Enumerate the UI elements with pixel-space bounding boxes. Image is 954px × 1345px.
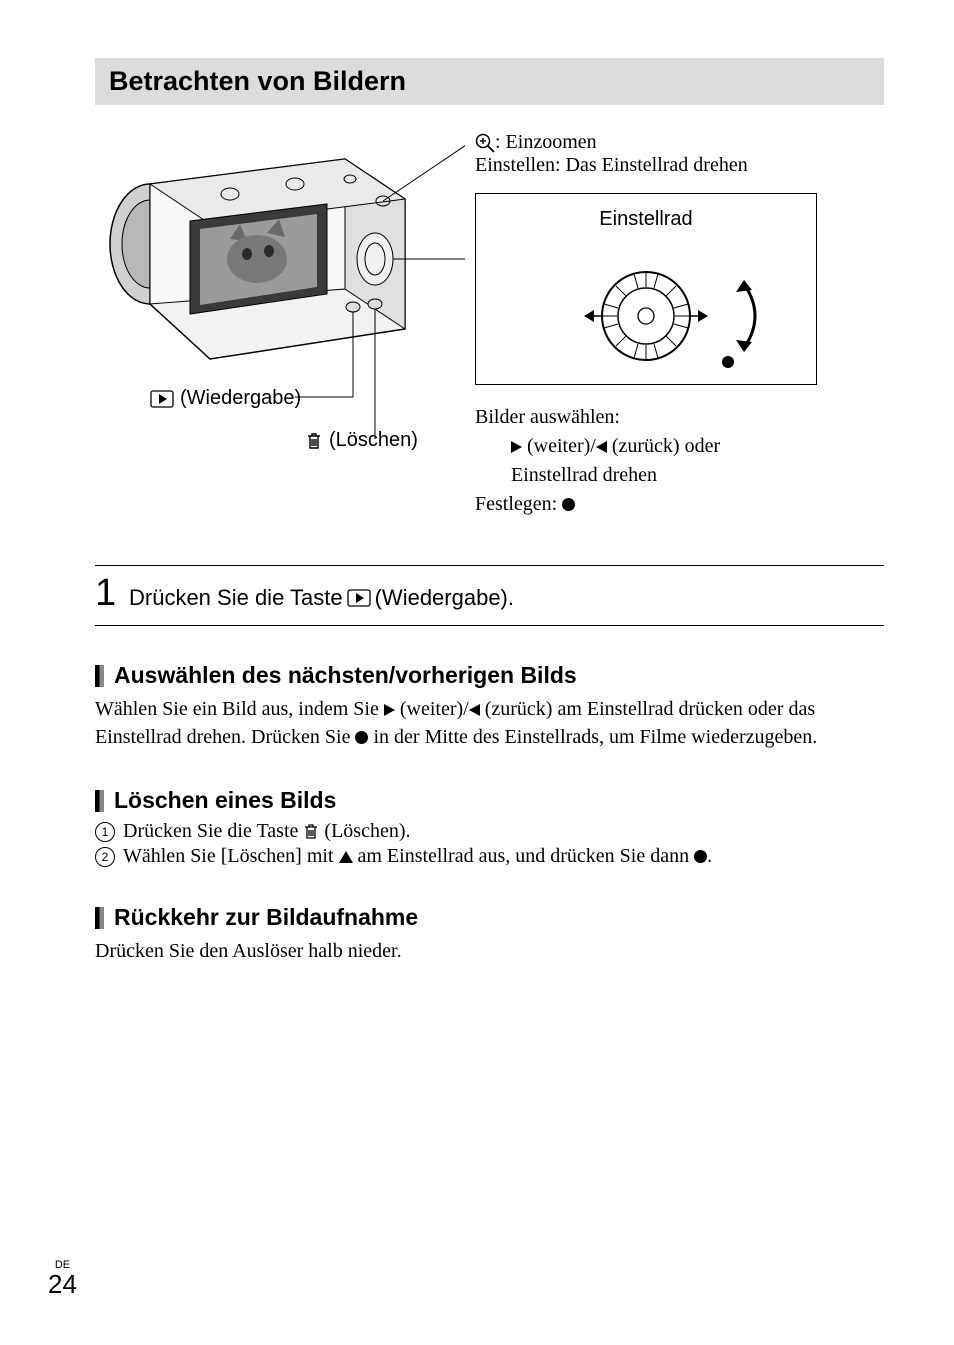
sec1-p1a: Wählen Sie ein Bild aus, indem Sie [95,698,384,720]
set-label: Festlegen: [475,493,562,515]
step-1: 1 Drücken Sie die Taste (Wiedergabe). [95,566,884,626]
d2c: . [707,845,712,867]
trash-icon [303,823,319,841]
d1a: Drücken Sie die Taste [123,820,303,842]
sec1-paragraph: Wählen Sie ein Bild aus, indem Sie (weit… [95,695,884,751]
sec1-p1b: (weiter)/ [395,698,469,720]
diagram-right-column: : Einzoomen Einstellen: Das Einstellrad … [465,129,884,519]
select-line-2: Einstellrad drehen [475,461,884,490]
subhead-marker-icon [95,790,104,812]
delete-step-1: 1 Drücken Sie die Taste (Löschen). [95,820,884,843]
subhead-marker-icon [95,907,104,929]
circled-1-icon: 1 [95,822,115,842]
select-title: Bilder auswählen: [475,403,884,432]
select-images-block: Bilder auswählen: (weiter)/ (zurück) ode… [475,403,884,519]
triangle-left-icon [596,441,607,453]
delete-step-2: 2 Wählen Sie [Löschen] mit am Einstellra… [95,845,884,868]
triangle-up-icon [339,851,353,863]
subhead-marker-icon [95,665,104,687]
delete-callout: (Löschen) [305,429,418,452]
d2a: Wählen Sie [Löschen] mit [123,845,339,867]
center-dot-icon [355,731,368,744]
select-1a: (weiter)/ [527,435,596,457]
magnify-plus-icon [475,133,495,153]
d2b: am Einstellrad aus, und drücken Sie dann [353,845,695,867]
subheading-select-text: Auswählen des nächsten/vorherigen Bilds [114,662,577,689]
control-wheel-box: Einstellrad [475,193,817,385]
subheading-select: Auswählen des nächsten/vorherigen Bilds [95,662,884,689]
playback-callout: (Wiedergabe) [150,387,301,410]
playback-icon [150,390,174,408]
center-dot-icon [694,850,707,863]
select-line-1: (weiter)/ (zurück) oder [475,432,884,461]
page-footer: DE 24 [48,1259,77,1297]
playback-text: (Wiedergabe) [180,387,301,410]
trash-icon [305,431,323,451]
subheading-delete-text: Löschen eines Bilds [114,787,336,814]
camera-illustration: (Wiedergabe) (Löschen) [95,129,465,519]
step-text-before: Drücken Sie die Taste [129,585,343,611]
step-text: Drücken Sie die Taste (Wiedergabe). [129,585,514,611]
step-text-after: (Wiedergabe). [375,585,514,611]
subheading-return-text: Rückkehr zur Bildaufnahme [114,904,418,931]
control-wheel-svg [506,266,786,381]
step-number: 1 [95,572,129,615]
triangle-right-icon [384,704,395,716]
wheel-title: Einstellrad [476,208,816,231]
triangle-left-icon [469,704,480,716]
subheading-return: Rückkehr zur Bildaufnahme [95,904,884,931]
camera-svg [95,129,465,479]
triangle-right-icon [511,441,522,453]
d1b: (Löschen). [319,820,410,842]
playback-icon [347,589,371,607]
subheading-delete: Löschen eines Bilds [95,787,884,814]
set-line: Festlegen: [475,490,884,519]
center-dot-icon [562,498,575,511]
diagram-area: (Wiedergabe) (Löschen) : Einzoomen Einst… [95,129,884,519]
circled-2-icon: 2 [95,847,115,867]
page-number: 24 [48,1271,77,1297]
zoom-text: : Einzoomen [495,131,597,153]
sec3-paragraph: Drücken Sie den Auslöser halb nieder. [95,937,884,965]
page-title: Betrachten von Bildern [95,58,884,105]
delete-text: (Löschen) [329,429,418,452]
select-1b: (zurück) oder [612,435,720,457]
zoom-line: : Einzoomen [475,131,884,154]
sec1-p1d: in der Mitte des Einstellrads, um Filme … [368,726,817,748]
adjust-line: Einstellen: Das Einstellrad drehen [475,154,884,177]
delete-steps-list: 1 Drücken Sie die Taste (Löschen). 2 Wäh… [95,820,884,868]
